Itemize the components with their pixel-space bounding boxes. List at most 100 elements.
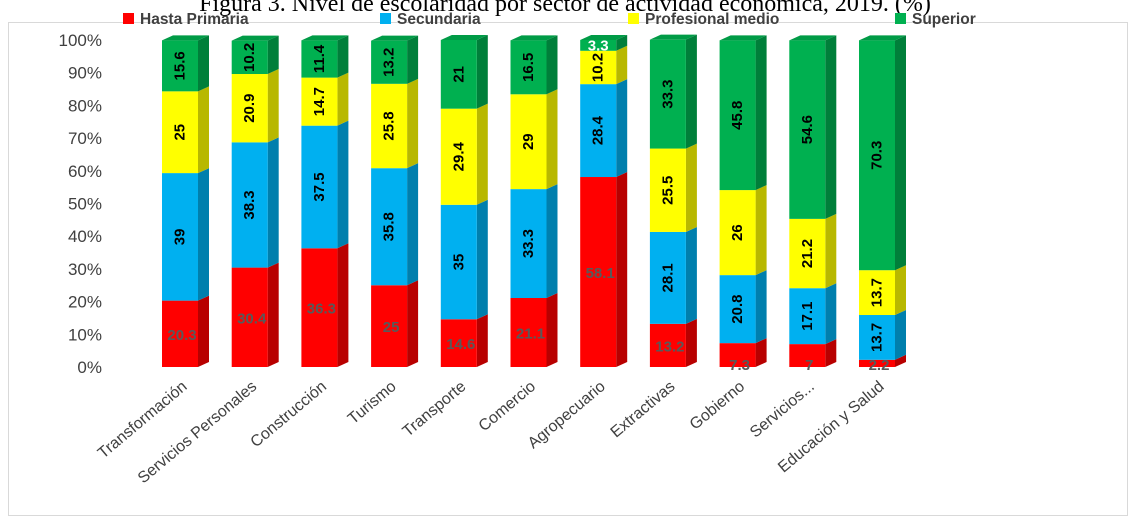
bar-side xyxy=(755,35,767,191)
value-label: 13.7 xyxy=(869,278,886,307)
y-tick-label: 20% xyxy=(68,293,102,312)
bar-side xyxy=(267,69,279,143)
category-label: Servicios... xyxy=(747,378,818,441)
bar-segment xyxy=(789,218,826,289)
bar-side xyxy=(476,103,488,205)
value-label: 25 xyxy=(383,319,400,336)
value-label: 38.3 xyxy=(241,190,258,219)
bar-side xyxy=(198,86,209,174)
bar-segment xyxy=(231,142,268,268)
bar-segment xyxy=(789,288,826,345)
value-label: 70.3 xyxy=(869,141,886,170)
bar-side xyxy=(546,293,558,367)
bar-side xyxy=(337,243,349,367)
bar-segment xyxy=(859,315,895,360)
value-label: 33.3 xyxy=(520,229,537,258)
value-label: 15.6 xyxy=(172,51,189,80)
bar-segment xyxy=(649,323,686,367)
value-label: 30.4 xyxy=(237,310,267,327)
bar-top xyxy=(649,34,697,40)
value-label: 25.5 xyxy=(659,176,676,205)
bar-side xyxy=(476,35,488,109)
bar-side xyxy=(407,163,419,286)
value-label: 21 xyxy=(450,66,467,83)
y-tick-label: 60% xyxy=(68,162,102,181)
bar-segment xyxy=(231,74,268,143)
y-tick-label: 90% xyxy=(68,64,102,83)
bar-segment xyxy=(580,84,617,178)
bar-segment xyxy=(649,231,686,324)
bar-segment xyxy=(162,173,198,301)
legend-swatch xyxy=(895,13,906,24)
bar-side xyxy=(267,137,279,268)
bar-segment xyxy=(859,270,895,316)
bar-segment xyxy=(510,94,547,190)
y-tick-label: 80% xyxy=(68,96,102,115)
value-label: 20.3 xyxy=(167,327,196,344)
legend-label: Superior xyxy=(912,11,976,28)
bar-side xyxy=(267,262,279,367)
bar-side xyxy=(755,185,767,276)
value-label: 25 xyxy=(172,124,189,141)
category-label: Extractivas xyxy=(608,378,679,441)
bar-side xyxy=(616,172,628,367)
bar-segment xyxy=(231,267,268,367)
bar-side xyxy=(616,35,628,51)
value-label: 35.8 xyxy=(381,212,398,241)
bar-side xyxy=(476,199,488,320)
value-label: 17.1 xyxy=(799,302,816,331)
bar-segment xyxy=(719,40,756,191)
bar-side xyxy=(825,35,837,219)
bar-side xyxy=(825,213,837,289)
category-label: Turismo xyxy=(345,378,400,428)
y-tick-label: 40% xyxy=(68,227,102,246)
bar-side xyxy=(198,35,209,92)
legend-label: Secundaria xyxy=(397,11,481,28)
bar-segment xyxy=(162,40,198,92)
category-label: Servicios Personales xyxy=(135,378,260,487)
bar-segment xyxy=(371,83,408,169)
bar-side xyxy=(337,72,349,126)
bar-side xyxy=(895,310,906,360)
bar-segment xyxy=(649,39,686,149)
value-label: 33.3 xyxy=(659,80,676,109)
bar-segment xyxy=(301,248,338,367)
bar-top xyxy=(719,35,767,41)
value-label: 28.1 xyxy=(659,263,676,292)
value-label: 11.4 xyxy=(311,44,328,73)
value-label: 7.3 xyxy=(729,357,750,374)
bar-segment xyxy=(162,91,198,174)
bar-side xyxy=(407,280,419,367)
bar-segment xyxy=(301,77,338,126)
y-tick-label: 70% xyxy=(68,129,102,148)
bar-segment xyxy=(301,125,338,249)
bar-side xyxy=(755,338,767,367)
bar-top xyxy=(162,35,209,41)
bar-side xyxy=(407,35,419,84)
category-label: Transporte xyxy=(400,378,470,440)
y-tick-label: 100% xyxy=(59,31,102,50)
bar-top xyxy=(371,35,419,41)
bar-side xyxy=(198,295,209,367)
bar-segment xyxy=(649,148,686,232)
bar-segment xyxy=(371,40,408,84)
value-label: 7 xyxy=(805,357,813,374)
bar-side xyxy=(546,89,558,190)
legend-label: Hasta Primaria xyxy=(140,11,249,28)
value-label: 21.2 xyxy=(799,239,816,268)
y-tick-label: 0% xyxy=(77,358,102,377)
bar-side xyxy=(825,339,837,367)
bar-side xyxy=(685,143,697,232)
y-tick-label: 50% xyxy=(68,195,102,214)
value-label: 58.1 xyxy=(586,265,615,282)
bar-segment xyxy=(510,40,547,95)
bar-segment xyxy=(510,189,547,299)
bar-side xyxy=(895,35,906,271)
bar-side xyxy=(198,168,209,301)
y-tick-label: 30% xyxy=(68,260,102,279)
value-label: 29.4 xyxy=(450,141,467,171)
bar-segment xyxy=(440,40,477,109)
value-label: 10.2 xyxy=(590,53,607,82)
bar-segment xyxy=(301,40,338,78)
